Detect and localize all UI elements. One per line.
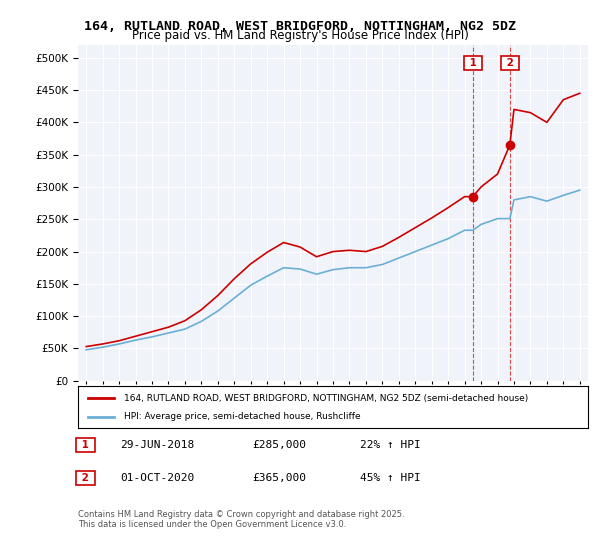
Text: 2: 2: [503, 58, 517, 68]
Text: 22% ↑ HPI: 22% ↑ HPI: [360, 440, 421, 450]
Text: 29-JUN-2018: 29-JUN-2018: [120, 440, 194, 450]
Text: 1: 1: [466, 58, 480, 68]
Text: 164, RUTLAND ROAD, WEST BRIDGFORD, NOTTINGHAM, NG2 5DZ: 164, RUTLAND ROAD, WEST BRIDGFORD, NOTTI…: [84, 20, 516, 32]
Text: Contains HM Land Registry data © Crown copyright and database right 2025.
This d: Contains HM Land Registry data © Crown c…: [78, 510, 404, 529]
Text: 1: 1: [78, 440, 92, 450]
Text: HPI: Average price, semi-detached house, Rushcliffe: HPI: Average price, semi-detached house,…: [124, 412, 361, 421]
Text: 2: 2: [78, 473, 92, 483]
Text: £365,000: £365,000: [252, 473, 306, 483]
Text: 01-OCT-2020: 01-OCT-2020: [120, 473, 194, 483]
Text: £285,000: £285,000: [252, 440, 306, 450]
Text: Price paid vs. HM Land Registry's House Price Index (HPI): Price paid vs. HM Land Registry's House …: [131, 29, 469, 42]
Text: 45% ↑ HPI: 45% ↑ HPI: [360, 473, 421, 483]
Text: 164, RUTLAND ROAD, WEST BRIDGFORD, NOTTINGHAM, NG2 5DZ (semi-detached house): 164, RUTLAND ROAD, WEST BRIDGFORD, NOTTI…: [124, 394, 528, 403]
